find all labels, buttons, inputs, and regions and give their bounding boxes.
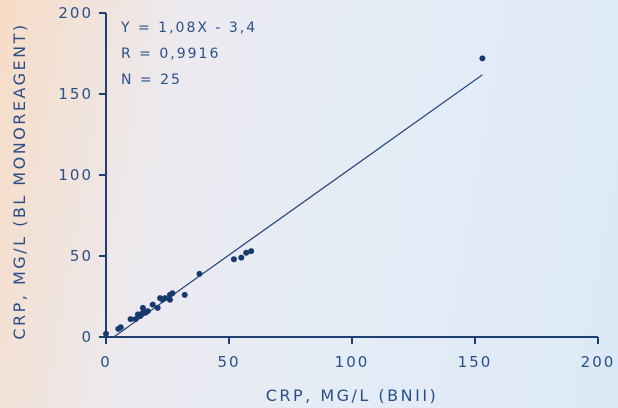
data-point <box>162 295 169 302</box>
data-point <box>181 291 188 298</box>
data-point <box>144 308 151 315</box>
data-point <box>149 301 156 308</box>
data-point <box>479 55 486 62</box>
data-point <box>166 296 173 303</box>
data-point <box>230 256 237 263</box>
x-tick-label: 100 <box>335 353 370 371</box>
y-tick-label: 50 <box>70 247 93 265</box>
sample-size: N = 25 <box>121 72 182 88</box>
axis-ticks: 0 50 100 150 200 0 50 100 150 200 <box>58 4 616 371</box>
x-tick-label: 0 <box>100 353 112 371</box>
data-point <box>248 248 255 255</box>
data-points <box>103 55 486 337</box>
y-tick-label: 200 <box>58 4 93 22</box>
data-point <box>127 316 134 323</box>
x-axis-title: CRP, MG/L (BNII) <box>266 386 439 405</box>
correlation-coefficient: R = 0,9916 <box>121 46 220 62</box>
data-point <box>154 304 161 311</box>
data-point <box>169 290 176 297</box>
data-point <box>196 270 203 277</box>
x-tick-label: 200 <box>581 353 616 371</box>
data-point <box>139 304 146 311</box>
y-axis-title: CRP, MG/L (BL MONOREAGENT) <box>10 22 29 339</box>
regression-equation: Y = 1,08X - 3,4 <box>120 20 257 36</box>
data-point <box>132 316 139 323</box>
y-tick-label: 0 <box>81 328 93 346</box>
stats-annotation: Y = 1,08X - 3,4 R = 0,9916 N = 25 <box>120 20 257 88</box>
y-tick-label: 150 <box>58 85 93 103</box>
data-point <box>243 249 250 256</box>
x-tick-label: 150 <box>458 353 493 371</box>
data-point <box>117 324 124 331</box>
data-point <box>238 254 245 261</box>
y-tick-label: 100 <box>58 166 93 184</box>
data-point <box>103 330 109 337</box>
x-tick-label: 50 <box>217 353 240 371</box>
